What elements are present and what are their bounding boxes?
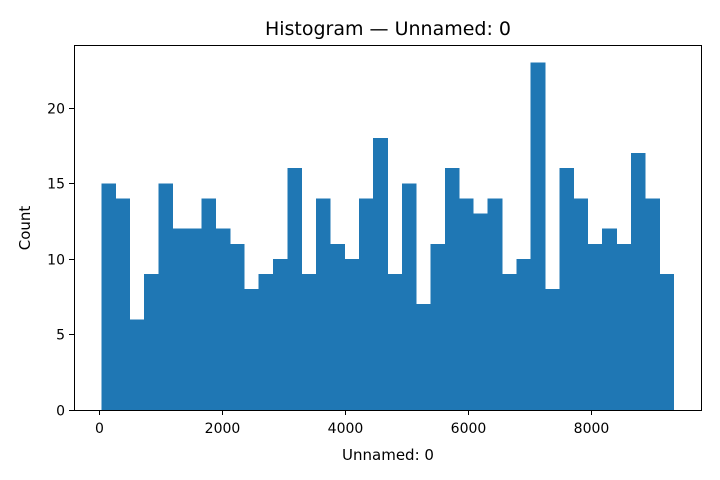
y-axis-label: Count <box>16 206 34 251</box>
histogram-bar <box>144 273 159 410</box>
histogram-bar <box>258 273 274 410</box>
histogram-bar <box>201 198 217 410</box>
histogram-bar <box>101 183 116 410</box>
histogram-bar <box>544 289 560 410</box>
y-tick-label: 15 <box>47 177 65 193</box>
histogram-bar <box>344 258 360 410</box>
x-tick-label: 6000 <box>451 421 487 437</box>
x-tick-label: 4000 <box>328 421 364 437</box>
histogram-bar <box>129 319 145 410</box>
histogram-bar <box>487 198 503 410</box>
x-axis: 0 2000 4000 6000 8000 <box>95 410 609 437</box>
histogram-bar <box>158 183 174 410</box>
y-tick-label: 0 <box>56 404 65 420</box>
x-tick-label: 0 <box>95 421 104 437</box>
plot-frame <box>74 45 702 411</box>
histogram-bar <box>301 273 317 410</box>
histogram-bar <box>273 258 288 410</box>
histogram-bar <box>373 137 388 410</box>
x-tick-label: 8000 <box>574 421 610 437</box>
histogram-bar <box>587 243 603 410</box>
histogram-bar <box>230 243 245 410</box>
histogram-bar <box>187 228 202 410</box>
histogram-bar <box>645 198 660 410</box>
chart-title: Histogram — Unnamed: 0 <box>265 18 511 40</box>
histogram-bar <box>430 243 446 410</box>
histogram-bar <box>115 198 131 410</box>
histogram-bar <box>444 168 460 410</box>
x-axis-label: Unnamed: 0 <box>342 446 434 464</box>
histogram-bar <box>401 183 417 410</box>
histogram-bar <box>502 273 517 410</box>
histogram-bar <box>616 243 632 410</box>
y-tick-label: 20 <box>47 102 65 118</box>
histogram-bar <box>573 198 589 410</box>
y-tick-label: 10 <box>47 253 65 269</box>
histogram-bar <box>387 273 403 410</box>
histogram-bar <box>659 273 675 410</box>
x-tick-label: 2000 <box>205 421 241 437</box>
histogram-bar <box>215 228 231 410</box>
histogram-bar <box>358 198 374 410</box>
histogram-bar <box>559 168 574 410</box>
bars-group <box>101 62 675 410</box>
histogram-bar <box>244 289 259 410</box>
histogram-bar <box>473 213 489 410</box>
histogram-bar <box>516 258 531 410</box>
histogram-bar <box>630 153 646 410</box>
histogram-bar <box>459 198 474 410</box>
histogram-bar <box>287 168 302 410</box>
histogram-bar <box>172 228 188 410</box>
histogram-bar <box>330 243 345 410</box>
histogram-bar <box>530 62 546 410</box>
histogram-bar <box>315 198 331 410</box>
histogram-bar <box>416 304 431 410</box>
histogram-bar <box>602 228 617 410</box>
y-tick-label: 5 <box>56 328 65 344</box>
y-axis: 0 5 10 15 20 <box>47 102 74 420</box>
